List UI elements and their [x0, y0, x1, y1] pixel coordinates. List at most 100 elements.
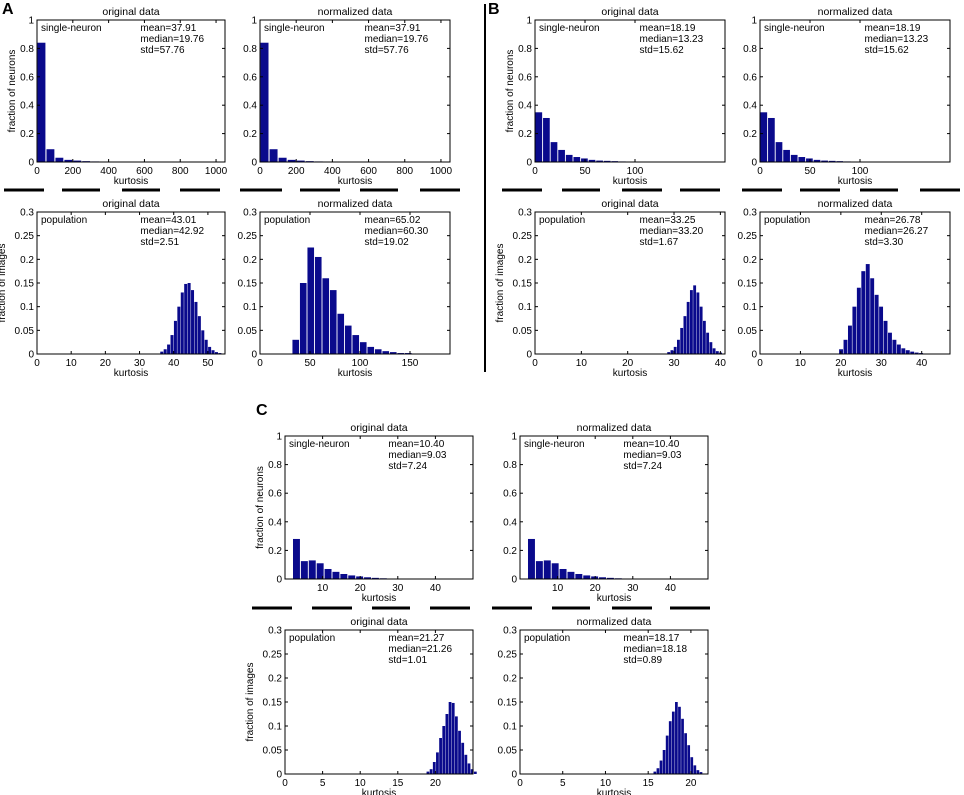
histogram-bar [55, 157, 64, 162]
subplot-title: original data [102, 198, 159, 210]
y-tick-label: 0 [526, 158, 532, 169]
stat-median: median=19.76 [140, 34, 204, 45]
y-tick-label: 0.25 [513, 231, 533, 242]
stat-median: median=60.30 [365, 226, 429, 237]
histogram-bar [806, 158, 813, 162]
y-tick-label: 0.15 [263, 698, 283, 709]
stat-median: median=18.18 [623, 644, 687, 655]
y-tick-label: 0.8 [518, 44, 532, 55]
histogram-bar [686, 301, 690, 354]
subplot-title: normalized data [318, 198, 393, 210]
histogram-bar [292, 538, 300, 579]
y-axis-label: fraction of neurons [505, 50, 516, 133]
y-tick-label: 0.25 [15, 231, 35, 242]
histogram-bar [359, 342, 367, 354]
histogram-bar [329, 290, 337, 354]
histogram-bar [715, 351, 719, 354]
histogram-bar [211, 350, 215, 354]
histogram-bar [914, 352, 919, 354]
x-tick-label: 50 [202, 358, 214, 369]
x-tick-label: 30 [876, 358, 888, 369]
histogram-bar [888, 332, 892, 354]
x-tick-label: 0 [757, 166, 763, 177]
histogram-bar [173, 320, 177, 354]
y-tick-label: 0.05 [513, 326, 533, 337]
histogram-bar [583, 575, 591, 579]
series-label: population [539, 215, 585, 226]
x-tick-label: 40 [168, 358, 180, 369]
histogram-bar [676, 339, 680, 354]
histogram-bar [204, 339, 208, 354]
y-tick-label: 0.4 [20, 101, 34, 112]
y-tick-label: 0 [511, 770, 517, 781]
x-tick-label: 100 [352, 358, 369, 369]
histogram-bar [543, 560, 551, 579]
histogram-bar [760, 112, 768, 162]
subplot-title: normalized data [577, 422, 652, 434]
y-tick-label: 0.2 [268, 674, 282, 685]
y-tick-label: 0.1 [20, 302, 34, 313]
y-tick-label: 0.3 [743, 208, 757, 219]
x-tick-label: 40 [665, 583, 677, 594]
series-label: single-neuron [764, 23, 825, 34]
y-axis-label: fraction of images [495, 244, 506, 323]
histogram-bar [671, 711, 675, 774]
y-tick-label: 0.05 [15, 326, 35, 337]
histogram-bar [269, 149, 278, 162]
subplot-title: normalized data [577, 616, 652, 628]
x-tick-label: 0 [34, 166, 40, 177]
y-tick-label: 0 [526, 350, 532, 361]
series-label: single-neuron [289, 439, 350, 450]
y-tick-label: 0.8 [503, 460, 517, 471]
x-tick-label: 40 [916, 358, 928, 369]
histogram-bar [550, 142, 558, 162]
stat-std: std=57.76 [365, 45, 410, 56]
x-tick-label: 100 [852, 166, 869, 177]
histogram-bar [352, 335, 360, 354]
histogram-bar [798, 157, 806, 162]
histogram-bar [606, 577, 614, 579]
y-tick-label: 0 [251, 350, 257, 361]
histogram-bar [307, 247, 315, 354]
histogram-bar [314, 256, 322, 354]
histogram-bar [712, 348, 716, 354]
y-tick-label: 0.05 [738, 326, 758, 337]
x-axis-label: kurtosis [338, 368, 372, 379]
panel-letter-c: C [256, 402, 268, 419]
histogram-bar [596, 160, 603, 162]
x-tick-label: 30 [392, 583, 404, 594]
histogram-bar [46, 149, 55, 162]
subplot-c-right-single-neuron: 10 20 30 40 0 0.2 0.4 0.6 0.8 1 normalized data kur… [503, 422, 709, 604]
series-label: single-neuron [41, 23, 102, 34]
x-tick-label: 10 [600, 778, 612, 789]
y-axis-label: fraction of images [245, 663, 256, 742]
x-tick-label: 10 [317, 583, 329, 594]
x-tick-label: 0 [257, 166, 263, 177]
y-tick-label: 0 [28, 350, 34, 361]
histogram-bar [709, 342, 713, 354]
x-tick-label: 20 [622, 358, 634, 369]
y-tick-label: 0.6 [268, 489, 282, 500]
histogram-bar [856, 287, 861, 354]
series-label: population [264, 215, 310, 226]
histogram-bar [260, 42, 269, 162]
histogram-bar [813, 159, 821, 162]
histogram-bar [191, 290, 195, 354]
x-axis-label: kurtosis [613, 368, 647, 379]
histogram-bar [445, 714, 449, 774]
series-label: population [41, 215, 87, 226]
histogram-bar [768, 117, 775, 162]
y-tick-label: 0 [511, 575, 517, 586]
histogram-bar [278, 157, 287, 162]
histogram-bar [559, 568, 567, 579]
histogram-bar [292, 339, 300, 354]
histogram-bar [910, 351, 915, 354]
y-tick-label: 1 [526, 16, 532, 27]
y-tick-label: 0.6 [743, 72, 757, 83]
x-axis-label: kurtosis [114, 368, 148, 379]
histogram-bar [374, 349, 382, 354]
x-tick-label: 0 [282, 778, 288, 789]
histogram-bar [337, 313, 345, 354]
stat-median: median=13.23 [865, 34, 929, 45]
y-tick-label: 0.25 [738, 231, 758, 242]
